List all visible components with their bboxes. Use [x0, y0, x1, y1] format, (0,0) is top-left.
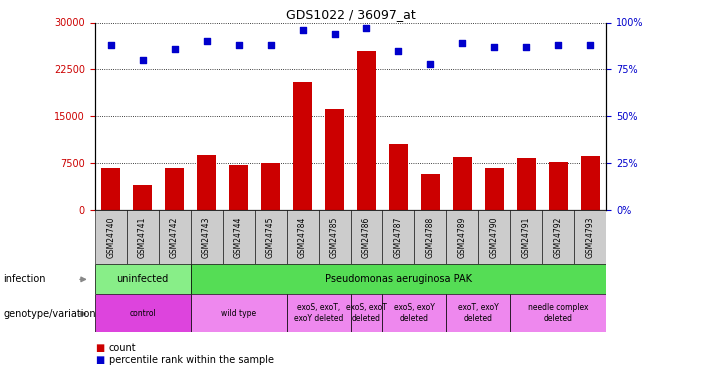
Text: infection: infection [4, 274, 46, 284]
Bar [229, 165, 248, 210]
Bar [485, 168, 504, 210]
Text: ■: ■ [95, 343, 104, 353]
Bar [383, 294, 447, 332]
Point [585, 42, 596, 48]
Text: GSM24784: GSM24784 [298, 216, 307, 258]
Bar [197, 155, 216, 210]
Bar [383, 210, 414, 264]
Point [265, 42, 276, 48]
Text: GSM24745: GSM24745 [266, 216, 275, 258]
Bar [414, 210, 447, 264]
Text: ■: ■ [95, 355, 104, 365]
Bar [127, 210, 158, 264]
Bar [133, 185, 152, 210]
Point [233, 42, 244, 48]
Text: GSM24785: GSM24785 [330, 216, 339, 258]
Text: Pseudomonas aeruginosa PAK: Pseudomonas aeruginosa PAK [325, 274, 472, 284]
Text: count: count [109, 343, 136, 353]
Point [457, 40, 468, 46]
Text: GSM24786: GSM24786 [362, 216, 371, 258]
Bar [350, 210, 383, 264]
Text: GSM24742: GSM24742 [170, 216, 179, 258]
Text: GSM24787: GSM24787 [394, 216, 403, 258]
Bar [549, 162, 568, 210]
Point [201, 38, 212, 44]
Bar [421, 174, 440, 210]
Bar [287, 210, 318, 264]
Bar [447, 210, 478, 264]
Text: needle complex
deleted: needle complex deleted [528, 303, 589, 323]
Text: exoS, exoT
deleted: exoS, exoT deleted [346, 303, 387, 323]
Point [137, 57, 148, 63]
Text: GSM24741: GSM24741 [138, 216, 147, 258]
Text: GSM24740: GSM24740 [106, 216, 115, 258]
Text: GSM24743: GSM24743 [202, 216, 211, 258]
Bar [350, 294, 383, 332]
Text: GSM24792: GSM24792 [554, 216, 563, 258]
Bar [254, 210, 287, 264]
Point [297, 27, 308, 33]
Bar [261, 163, 280, 210]
Point [489, 44, 500, 50]
Bar [165, 168, 184, 210]
Bar [543, 210, 574, 264]
Text: percentile rank within the sample: percentile rank within the sample [109, 355, 273, 365]
Bar [517, 158, 536, 210]
Bar [191, 294, 287, 332]
Bar [191, 210, 223, 264]
Point [553, 42, 564, 48]
Text: exoS, exoY
deleted: exoS, exoY deleted [394, 303, 435, 323]
Bar [453, 157, 472, 210]
Point [521, 44, 532, 50]
Text: GSM24793: GSM24793 [586, 216, 595, 258]
Text: genotype/variation: genotype/variation [4, 309, 96, 319]
Text: GSM24744: GSM24744 [234, 216, 243, 258]
Text: uninfected: uninfected [116, 274, 169, 284]
Text: GSM24790: GSM24790 [490, 216, 499, 258]
Bar [389, 144, 408, 210]
Text: exoS, exoT,
exoY deleted: exoS, exoT, exoY deleted [294, 303, 343, 323]
Text: GSM24789: GSM24789 [458, 216, 467, 258]
Bar [357, 51, 376, 210]
Bar [101, 168, 121, 210]
Point [329, 31, 340, 37]
Bar [574, 210, 606, 264]
Bar [478, 210, 510, 264]
Text: GSM24788: GSM24788 [426, 217, 435, 258]
Point [393, 48, 404, 54]
Text: control: control [129, 309, 156, 318]
Bar [287, 294, 350, 332]
Bar [158, 210, 191, 264]
Bar [447, 294, 510, 332]
Bar [191, 264, 606, 294]
Title: GDS1022 / 36097_at: GDS1022 / 36097_at [285, 8, 416, 21]
Point [105, 42, 116, 48]
Point [169, 46, 180, 52]
Bar [95, 294, 191, 332]
Text: exoT, exoY
deleted: exoT, exoY deleted [458, 303, 499, 323]
Bar [223, 210, 254, 264]
Text: wild type: wild type [221, 309, 256, 318]
Bar [318, 210, 350, 264]
Text: GSM24791: GSM24791 [522, 216, 531, 258]
Point [425, 61, 436, 67]
Bar [581, 156, 600, 210]
Point [361, 25, 372, 31]
Bar [510, 210, 543, 264]
Bar [95, 210, 127, 264]
Bar [293, 82, 312, 210]
Bar [510, 294, 606, 332]
Bar [95, 264, 191, 294]
Bar [325, 109, 344, 210]
